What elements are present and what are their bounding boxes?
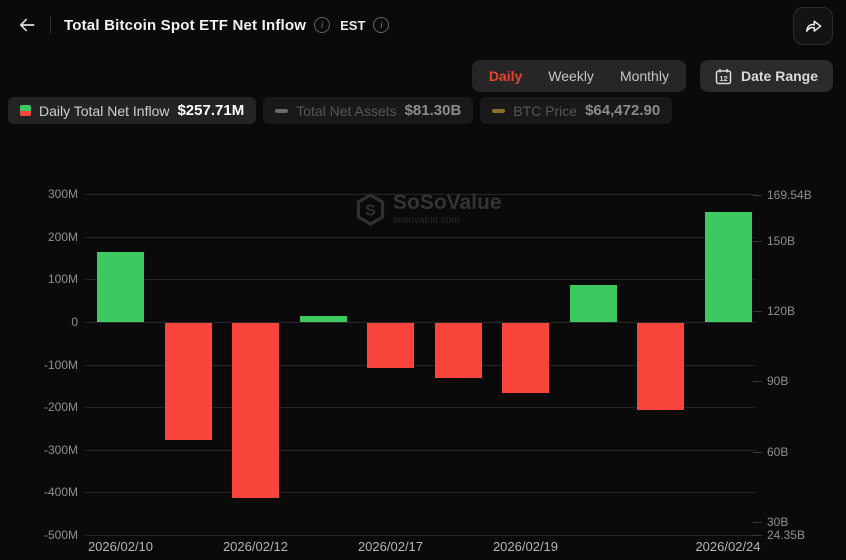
right-axis-tick xyxy=(753,521,762,523)
gridline xyxy=(85,492,755,494)
back-arrow-icon xyxy=(19,18,35,32)
legend: Daily Total Net Inflow $257.71M Total Ne… xyxy=(8,97,673,124)
gridline xyxy=(85,279,755,281)
back-button[interactable] xyxy=(14,12,40,38)
net-inflow-bar[interactable] xyxy=(164,323,212,441)
period-tab-group: Daily Weekly Monthly xyxy=(471,60,686,92)
right-axis-tick xyxy=(753,311,762,312)
tab-daily[interactable]: Daily xyxy=(488,68,523,84)
y-axis-label: -500M xyxy=(43,528,78,542)
x-axis-label: 2026/02/17 xyxy=(357,539,424,554)
net-inflow-bar[interactable] xyxy=(569,284,617,322)
legend-label: Daily Total Net Inflow xyxy=(39,102,170,119)
x-axis-label: 2026/02/19 xyxy=(492,539,559,554)
legend-value: $81.30B xyxy=(404,102,462,119)
y-axis-label: -200M xyxy=(43,400,78,415)
green-red-square-icon xyxy=(20,105,31,116)
net-inflow-bar[interactable] xyxy=(502,323,549,394)
y-axis-label: 0 xyxy=(71,315,78,329)
share-icon xyxy=(805,20,821,32)
right-axis-label: 24.35B xyxy=(767,528,806,542)
x-axis-label: 2026/02/24 xyxy=(695,539,761,554)
gridline xyxy=(85,407,755,409)
gray-dash-icon xyxy=(275,108,289,113)
tab-monthly[interactable]: Monthly xyxy=(619,68,669,84)
legend-value: $257.71M xyxy=(177,102,245,119)
right-axis-label: 30B xyxy=(767,514,789,529)
gridline xyxy=(85,535,755,536)
net-inflow-bar[interactable] xyxy=(299,315,347,322)
gridline xyxy=(85,322,755,323)
right-axis-label: 150B xyxy=(767,233,796,248)
y-axis-label: 300M xyxy=(47,187,78,202)
date-range-button[interactable]: 12 Date Range xyxy=(699,60,833,92)
svg-text:12: 12 xyxy=(719,74,727,83)
right-axis-label: 90B xyxy=(767,374,789,389)
legend-item-btc-price[interactable]: BTC Price $64,472.90 xyxy=(480,97,673,124)
y-axis-label: -100M xyxy=(43,357,78,372)
right-axis-tick xyxy=(753,195,762,196)
net-inflow-bar[interactable] xyxy=(367,323,414,368)
gold-dash-icon xyxy=(492,108,506,113)
header-divider xyxy=(50,16,51,34)
right-axis-tick xyxy=(753,381,762,383)
header: Total Bitcoin Spot ETF Net Inflow i EST … xyxy=(0,0,846,50)
legend-label: BTC Price xyxy=(513,102,578,119)
x-axis-label: 2026/02/10 xyxy=(87,539,154,554)
tab-weekly[interactable]: Weekly xyxy=(548,68,594,84)
title-info-icon[interactable]: i xyxy=(314,17,331,33)
gridline xyxy=(85,449,755,451)
legend-value: $64,472.90 xyxy=(585,102,661,119)
gridline xyxy=(85,194,755,196)
share-button[interactable] xyxy=(793,7,833,45)
gridline xyxy=(85,236,755,238)
y-axis-label: 100M xyxy=(47,272,78,287)
right-axis-tick xyxy=(753,535,762,536)
right-axis-label: 60B xyxy=(767,444,789,459)
net-inflow-bar[interactable] xyxy=(704,212,752,322)
net-inflow-bar[interactable] xyxy=(637,323,684,411)
net-inflow-bar[interactable] xyxy=(434,323,482,379)
toolbar: Daily Weekly Monthly 12 Date Range xyxy=(471,60,833,92)
date-range-label: Date Range xyxy=(740,68,818,84)
right-axis-tick xyxy=(753,240,762,242)
y-axis-label: -400M xyxy=(43,485,78,500)
calendar-icon: 12 xyxy=(715,68,732,84)
y-axis-label: 200M xyxy=(47,229,78,244)
timezone-label: EST xyxy=(340,17,366,33)
x-axis-label: 2026/02/12 xyxy=(222,539,289,554)
right-axis-label: 169.54B xyxy=(767,188,812,202)
net-inflow-bar[interactable] xyxy=(97,251,144,322)
legend-label: Total Net Assets xyxy=(296,102,397,119)
net-inflow-bar[interactable] xyxy=(232,323,279,498)
page-title: Total Bitcoin Spot ETF Net Inflow xyxy=(64,16,307,34)
gridline xyxy=(85,364,755,366)
legend-item-daily-net-inflow[interactable]: Daily Total Net Inflow $257.71M xyxy=(8,97,257,124)
right-axis-tick xyxy=(753,451,762,453)
y-axis-label: -300M xyxy=(43,442,78,457)
legend-item-total-net-assets[interactable]: Total Net Assets $81.30B xyxy=(263,97,474,124)
timezone-info-icon[interactable]: i xyxy=(373,17,390,33)
right-axis-label: 120B xyxy=(767,304,796,318)
